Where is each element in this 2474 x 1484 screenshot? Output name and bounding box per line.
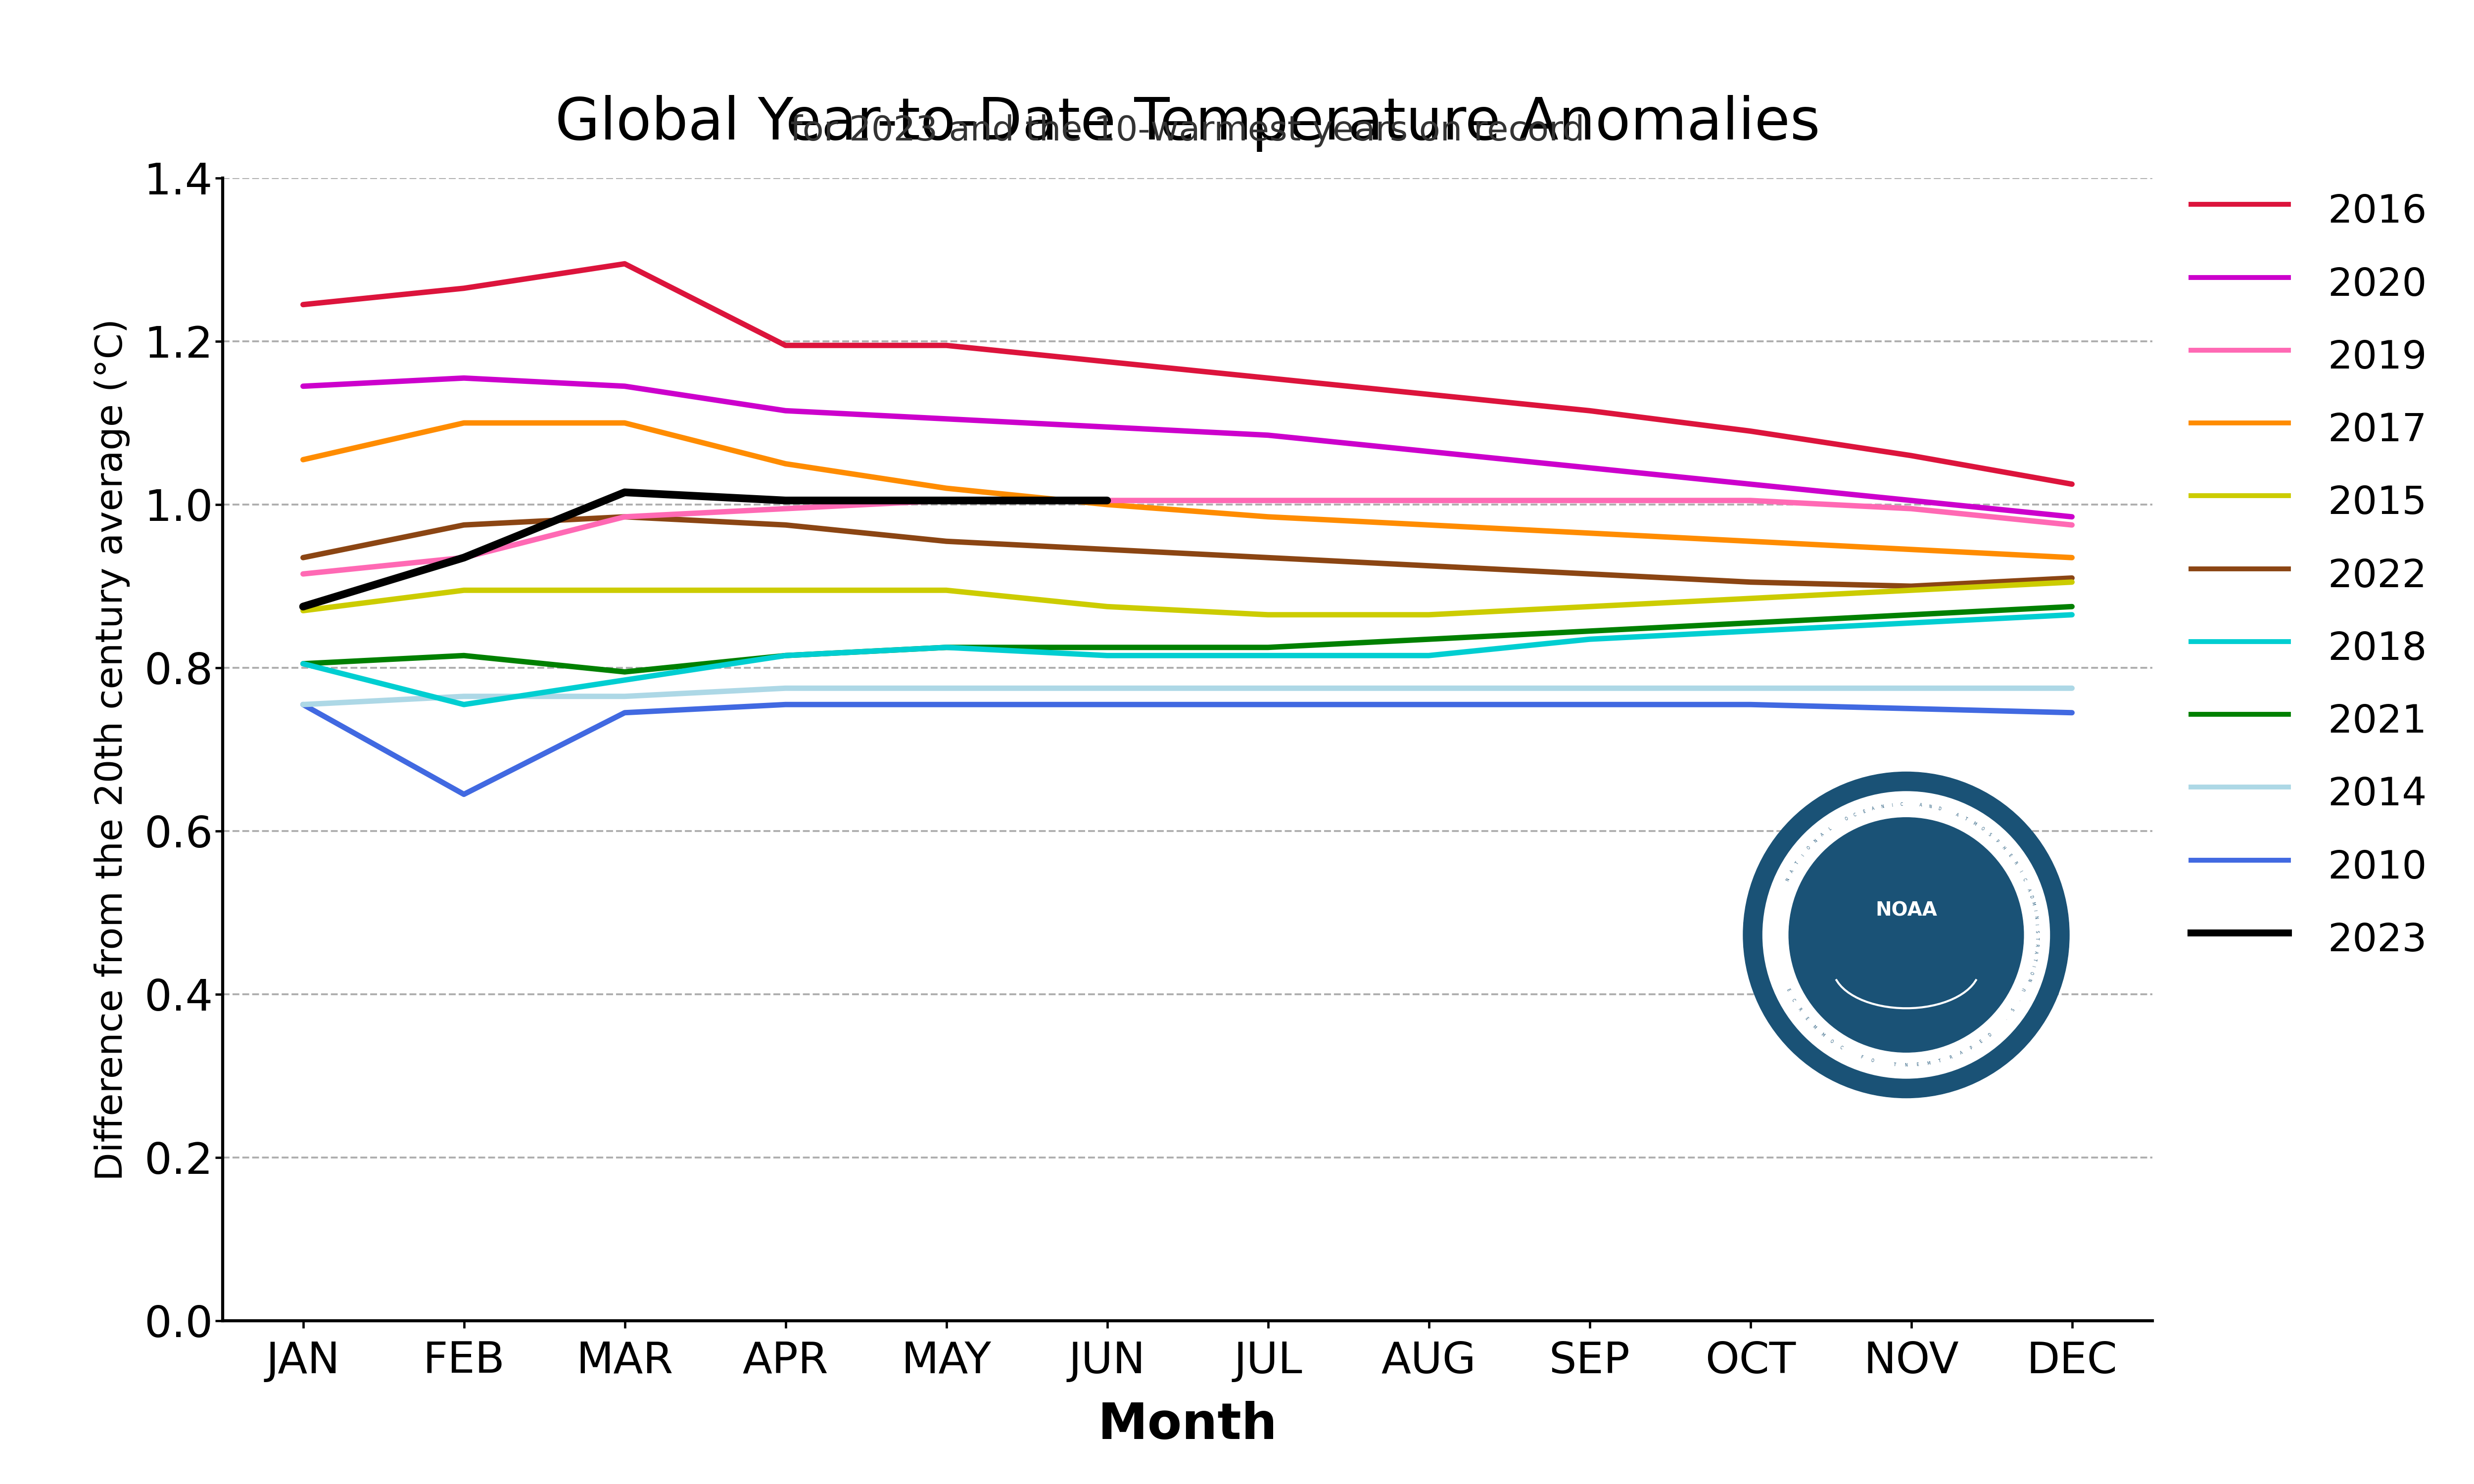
Y-axis label: Difference from the 20th century average (°C): Difference from the 20th century average… — [94, 318, 131, 1181]
Text: T: T — [1893, 1063, 1895, 1067]
Text: E: E — [1917, 1063, 1920, 1067]
Text: P: P — [1969, 1045, 1974, 1051]
Text: R: R — [2034, 944, 2039, 947]
Text: A: A — [1789, 870, 1796, 874]
Text: S: S — [2034, 930, 2039, 932]
Text: M: M — [2031, 902, 2036, 905]
Text: N: N — [1880, 804, 1885, 809]
Text: N: N — [2034, 916, 2039, 919]
Text: .: . — [2016, 999, 2021, 1002]
Text: N: N — [1905, 1063, 1907, 1067]
Legend: 2016, 2020, 2019, 2017, 2015, 2022, 2018, 2021, 2014, 2010, 2023: 2016, 2020, 2019, 2017, 2015, 2022, 2018… — [2192, 186, 2427, 962]
Text: R: R — [2011, 861, 2019, 865]
Circle shape — [1789, 818, 2024, 1052]
Text: M: M — [1811, 1024, 1816, 1030]
Text: N: N — [1813, 838, 1818, 844]
Text: E: E — [2006, 853, 2011, 858]
Text: D: D — [1987, 1033, 1992, 1037]
Text: T: T — [1964, 816, 1967, 822]
Text: N: N — [2026, 978, 2031, 981]
Text: for 2023 and the 10-warmest years on record: for 2023 and the 10-warmest years on rec… — [789, 114, 1586, 147]
Text: I: I — [2019, 870, 2021, 873]
Text: O: O — [1843, 816, 1848, 822]
Text: M: M — [1927, 1061, 1930, 1066]
Text: A: A — [2034, 951, 2039, 954]
X-axis label: Month: Month — [1098, 1401, 1277, 1448]
Text: O: O — [2029, 971, 2034, 975]
Text: E: E — [1863, 809, 1865, 815]
Text: A: A — [1870, 806, 1875, 812]
Text: D: D — [2029, 895, 2034, 899]
Text: P: P — [1994, 838, 1999, 843]
Circle shape — [1761, 791, 2048, 1079]
Text: S: S — [1987, 833, 1992, 837]
Text: I: I — [1801, 853, 1806, 858]
Text: A: A — [1821, 833, 1826, 837]
Text: N: N — [1927, 804, 1932, 809]
Text: I: I — [2031, 965, 2036, 968]
Text: O: O — [1806, 846, 1811, 850]
Text: E: E — [1979, 1039, 1984, 1045]
Text: F: F — [1860, 1055, 1863, 1060]
Text: T: T — [2034, 938, 2039, 939]
Text: A: A — [1954, 812, 1959, 818]
Text: O: O — [1870, 1058, 1875, 1064]
Text: D: D — [1937, 806, 1942, 812]
Text: A: A — [2026, 889, 2031, 892]
Text: T: T — [2031, 957, 2036, 960]
Text: M: M — [1972, 821, 1977, 827]
Text: H: H — [2001, 846, 2006, 850]
Text: E: E — [1804, 1017, 1808, 1021]
Title: Global Year-to-Date Temperature Anomalies: Global Year-to-Date Temperature Anomalie… — [554, 95, 1821, 151]
Text: C: C — [1791, 997, 1796, 1002]
Text: A: A — [1959, 1051, 1964, 1055]
Text: L: L — [1828, 827, 1833, 831]
Text: C: C — [2021, 877, 2026, 881]
Text: .: . — [2004, 1017, 2009, 1021]
Text: N: N — [1786, 877, 1791, 881]
Text: M: M — [1821, 1031, 1826, 1037]
Text: E: E — [1786, 988, 1791, 991]
Text: I: I — [2031, 910, 2036, 911]
Text: O: O — [1979, 827, 1984, 831]
Text: C: C — [1838, 1045, 1843, 1051]
Text: T: T — [1794, 861, 1799, 865]
Text: R: R — [1796, 1008, 1801, 1012]
Text: U: U — [2021, 988, 2026, 993]
Text: A: A — [1920, 803, 1922, 807]
Text: NOAA: NOAA — [1875, 901, 1937, 920]
Text: R: R — [1950, 1055, 1952, 1060]
Text: C: C — [1853, 812, 1858, 818]
Circle shape — [1744, 772, 2068, 1098]
Text: C: C — [1900, 803, 1903, 807]
Text: T: T — [1937, 1058, 1942, 1064]
Text: O: O — [1828, 1039, 1833, 1045]
Text: S: S — [2011, 1008, 2016, 1012]
